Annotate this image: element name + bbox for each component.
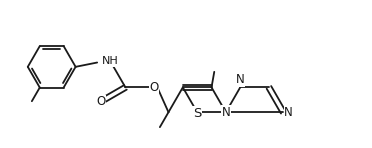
Text: NH: NH xyxy=(102,56,119,66)
Text: N: N xyxy=(221,106,230,119)
Text: O: O xyxy=(150,81,159,94)
Text: N: N xyxy=(284,106,293,119)
Text: O: O xyxy=(96,95,105,108)
Text: N: N xyxy=(236,73,244,86)
Text: S: S xyxy=(193,107,201,120)
